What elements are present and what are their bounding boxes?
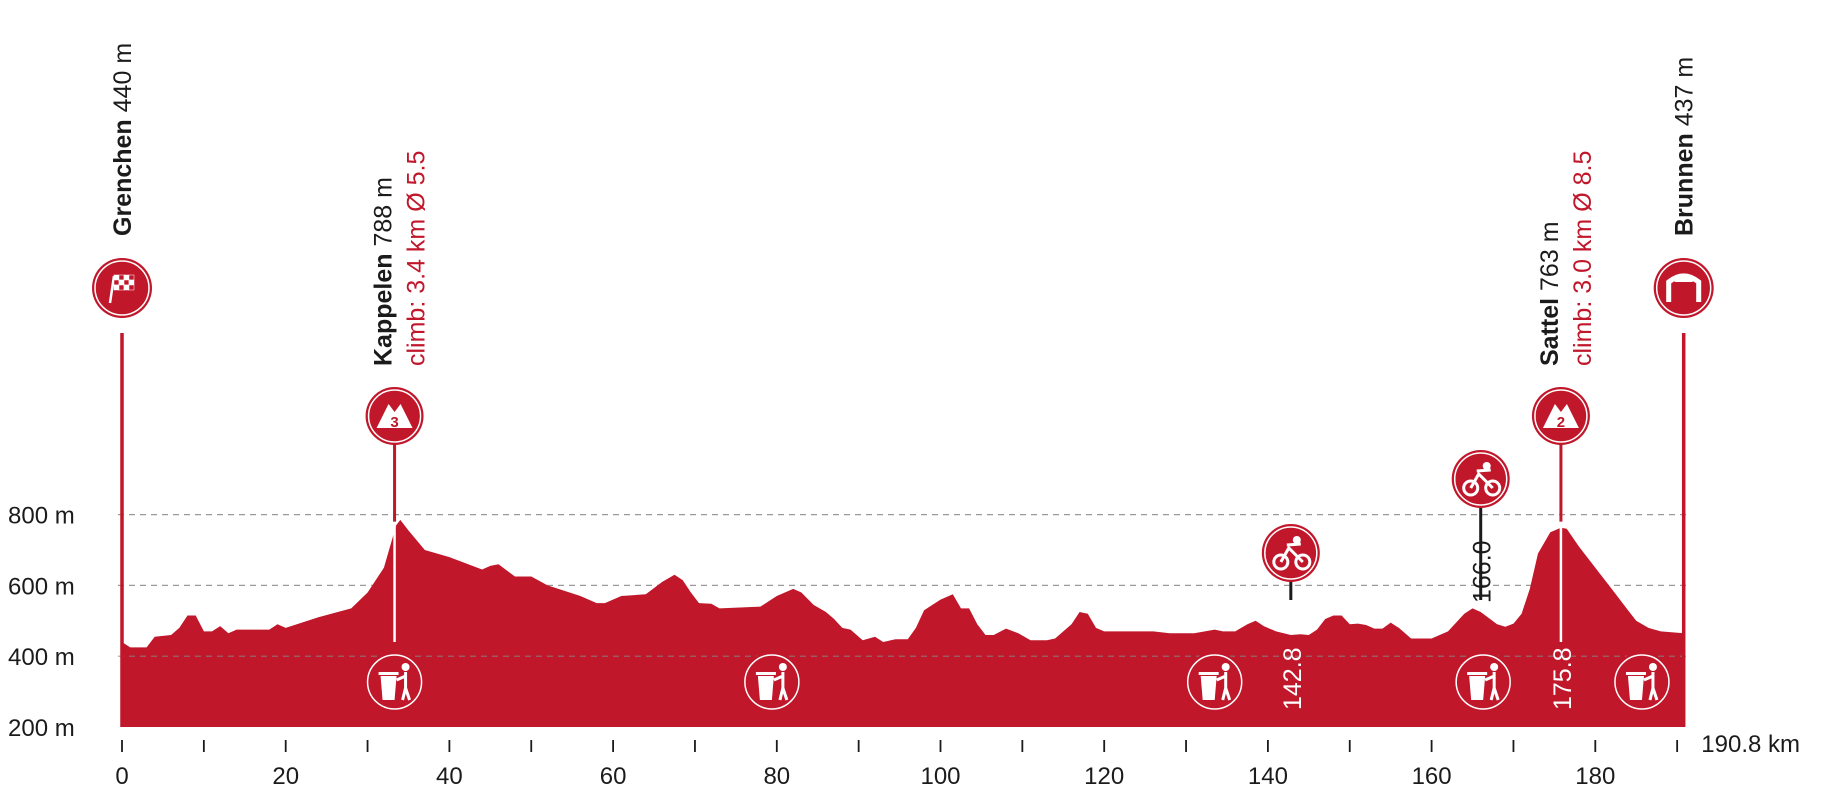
x-tick-label: 0 <box>115 763 128 790</box>
sprint-km-label: 142.8 <box>1279 647 1307 710</box>
climb-elevation: 763 m <box>1536 221 1564 290</box>
y-axis: 200 m 400 m 600 m 800 m <box>8 503 75 742</box>
climb-category-icon: 3 <box>365 387 424 445</box>
climb-elevation: 788 m <box>370 177 398 246</box>
sprint-cyclist-icon <box>1261 524 1320 582</box>
start-flag-icon <box>92 258 152 318</box>
climb-name: Sattel <box>1536 291 1564 366</box>
x-tick-label: 160 <box>1412 763 1452 790</box>
x-tick-label: 40 <box>436 763 463 790</box>
climb-detail-label: climb: 3.0 km Ø 8.5 <box>1569 151 1597 366</box>
climb-category-number: 2 <box>1557 414 1565 431</box>
elevation-profile-area <box>122 519 1684 727</box>
climb-detail-label: climb: 3.4 km Ø 5.5 <box>403 151 431 366</box>
x-tick-label: 180 <box>1575 763 1615 790</box>
location-name: Brunnen <box>1671 126 1699 236</box>
profile-layer <box>118 519 1690 727</box>
x-tick-label: 120 <box>1084 763 1124 790</box>
x-tick-label: 80 <box>763 763 790 790</box>
x-axis: 0 20 40 60 80 100 120 140 160 180 190.8 km <box>115 731 1800 790</box>
grid-lines <box>118 513 1690 587</box>
sprint-km: 166.0 <box>1469 540 1497 603</box>
sprint-cyclist-icon <box>1451 450 1510 508</box>
climb-category-icon: 2 <box>1531 387 1590 445</box>
y-tick-label: 600 m <box>8 573 75 600</box>
x-tick-label: 60 <box>600 763 627 790</box>
climb-name-label: Kappelen 788 m <box>370 177 398 366</box>
finish-arch-icon <box>1653 258 1714 318</box>
location-elevation: 440 m <box>109 43 137 112</box>
waste-bin-icon <box>1453 652 1514 712</box>
location-name: Grenchen <box>109 112 137 236</box>
markers-layer: Grenchen 440 m Brunnen 437 m 3 Kappelen 788… <box>92 43 1714 727</box>
climb-detail: climb: 3.4 km Ø 5.5 <box>403 151 431 366</box>
climb-km-label: 175.8 <box>1549 647 1577 710</box>
location-elevation: 437 m <box>1671 57 1699 126</box>
total-distance-label: 190.8 km <box>1701 731 1800 758</box>
climb-category-number: 3 <box>390 414 398 431</box>
location-label: Brunnen 437 m <box>1671 57 1699 236</box>
x-tick-label: 140 <box>1248 763 1288 790</box>
sprint-km-label: 166.0 <box>1469 540 1497 603</box>
climb-name-label: Sattel 763 m <box>1536 221 1564 366</box>
waste-bin-icon <box>1611 652 1672 712</box>
climb-name: Kappelen <box>370 247 398 366</box>
climb-km: 175.8 <box>1549 647 1577 710</box>
y-tick-label: 800 m <box>8 503 75 530</box>
location-label: Grenchen 440 m <box>109 43 137 236</box>
x-tick-label: 100 <box>920 763 960 790</box>
climb-detail: climb: 3.0 km Ø 8.5 <box>1569 151 1597 366</box>
y-tick-label: 200 m <box>8 715 75 742</box>
waste-bin-icon <box>364 652 425 712</box>
sprint-km: 142.8 <box>1279 647 1307 710</box>
y-tick-label: 400 m <box>8 644 75 671</box>
waste-bin-icon <box>1184 652 1245 712</box>
x-tick-label: 20 <box>272 763 299 790</box>
waste-bin-icon <box>741 652 802 712</box>
